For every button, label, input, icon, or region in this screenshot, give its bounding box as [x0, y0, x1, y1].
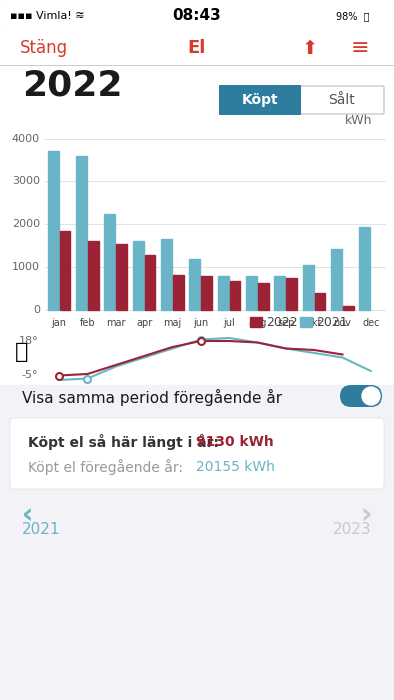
Text: nov: nov — [334, 318, 351, 328]
Bar — [104, 214, 115, 310]
Bar — [258, 283, 269, 310]
Bar — [45, 335, 385, 380]
Text: aug: aug — [248, 318, 267, 328]
Bar — [0, 385, 394, 415]
Bar — [246, 276, 257, 310]
Text: ≡: ≡ — [351, 38, 369, 58]
Text: 1000: 1000 — [12, 262, 40, 272]
Bar — [300, 317, 312, 327]
Text: jan: jan — [52, 318, 67, 328]
Bar — [161, 239, 172, 310]
Bar — [359, 228, 370, 310]
Bar — [286, 278, 297, 310]
Text: 2000: 2000 — [12, 219, 40, 230]
Text: 08:43: 08:43 — [173, 8, 221, 24]
Text: 9130 kWh: 9130 kWh — [196, 435, 274, 449]
Bar — [343, 306, 354, 310]
FancyBboxPatch shape — [340, 385, 382, 407]
Text: jun: jun — [193, 318, 208, 328]
Text: 2021: 2021 — [22, 522, 61, 538]
Bar — [173, 275, 184, 310]
Text: 3000: 3000 — [12, 176, 40, 186]
Text: dec: dec — [362, 318, 379, 328]
Bar — [303, 265, 314, 310]
Bar — [60, 231, 71, 310]
Bar — [0, 0, 394, 30]
Text: 18°: 18° — [19, 336, 38, 346]
Text: 98%  🔋: 98% 🔋 — [336, 11, 370, 21]
Bar — [230, 281, 240, 310]
Text: mar: mar — [106, 318, 126, 328]
Text: okt: okt — [307, 318, 322, 328]
Text: jul: jul — [223, 318, 235, 328]
Text: 🌡: 🌡 — [15, 342, 29, 363]
Text: 20155 kWh: 20155 kWh — [196, 460, 275, 474]
Bar — [0, 65, 394, 385]
Bar — [88, 241, 99, 310]
Bar — [190, 260, 200, 310]
Text: El: El — [188, 39, 206, 57]
Bar — [116, 244, 127, 310]
Text: Stäng: Stäng — [20, 39, 68, 57]
Text: maj: maj — [164, 318, 182, 328]
FancyBboxPatch shape — [10, 418, 384, 489]
Bar — [76, 155, 87, 310]
Circle shape — [362, 387, 380, 405]
Text: ›: › — [361, 501, 372, 529]
FancyBboxPatch shape — [219, 85, 301, 115]
Text: 0: 0 — [33, 305, 40, 315]
Text: ‹: ‹ — [22, 501, 33, 529]
Text: Köpt el så här längt i år:: Köpt el så här längt i år: — [28, 434, 219, 450]
Text: Visa samma period föregående år: Visa samma period föregående år — [22, 389, 282, 405]
Text: 2022: 2022 — [266, 316, 297, 328]
Bar — [133, 241, 143, 310]
Bar — [218, 276, 229, 310]
Bar — [201, 276, 212, 310]
Text: Köpt: Köpt — [242, 93, 278, 107]
Text: 2021: 2021 — [316, 316, 348, 328]
Text: ⬆: ⬆ — [302, 38, 318, 57]
Text: kWh: kWh — [344, 113, 372, 127]
Bar — [48, 151, 59, 310]
Text: apr: apr — [136, 318, 152, 328]
Text: feb: feb — [80, 318, 95, 328]
Bar — [145, 255, 156, 310]
Text: 2022: 2022 — [22, 68, 123, 102]
Text: -5°: -5° — [22, 370, 38, 381]
Bar — [275, 276, 285, 310]
Text: sep: sep — [277, 318, 295, 328]
FancyBboxPatch shape — [220, 86, 384, 114]
Bar — [331, 249, 342, 310]
Text: Sålt: Sålt — [329, 93, 355, 107]
Bar — [315, 293, 325, 310]
Bar — [250, 317, 262, 327]
Text: 4000: 4000 — [12, 134, 40, 143]
Text: ▪▪▪ Vimla! ≋: ▪▪▪ Vimla! ≋ — [10, 11, 85, 21]
Bar — [0, 30, 394, 65]
Text: 2023: 2023 — [333, 522, 372, 538]
Bar — [0, 490, 394, 530]
Text: Köpt el föregående år:: Köpt el föregående år: — [28, 459, 183, 475]
